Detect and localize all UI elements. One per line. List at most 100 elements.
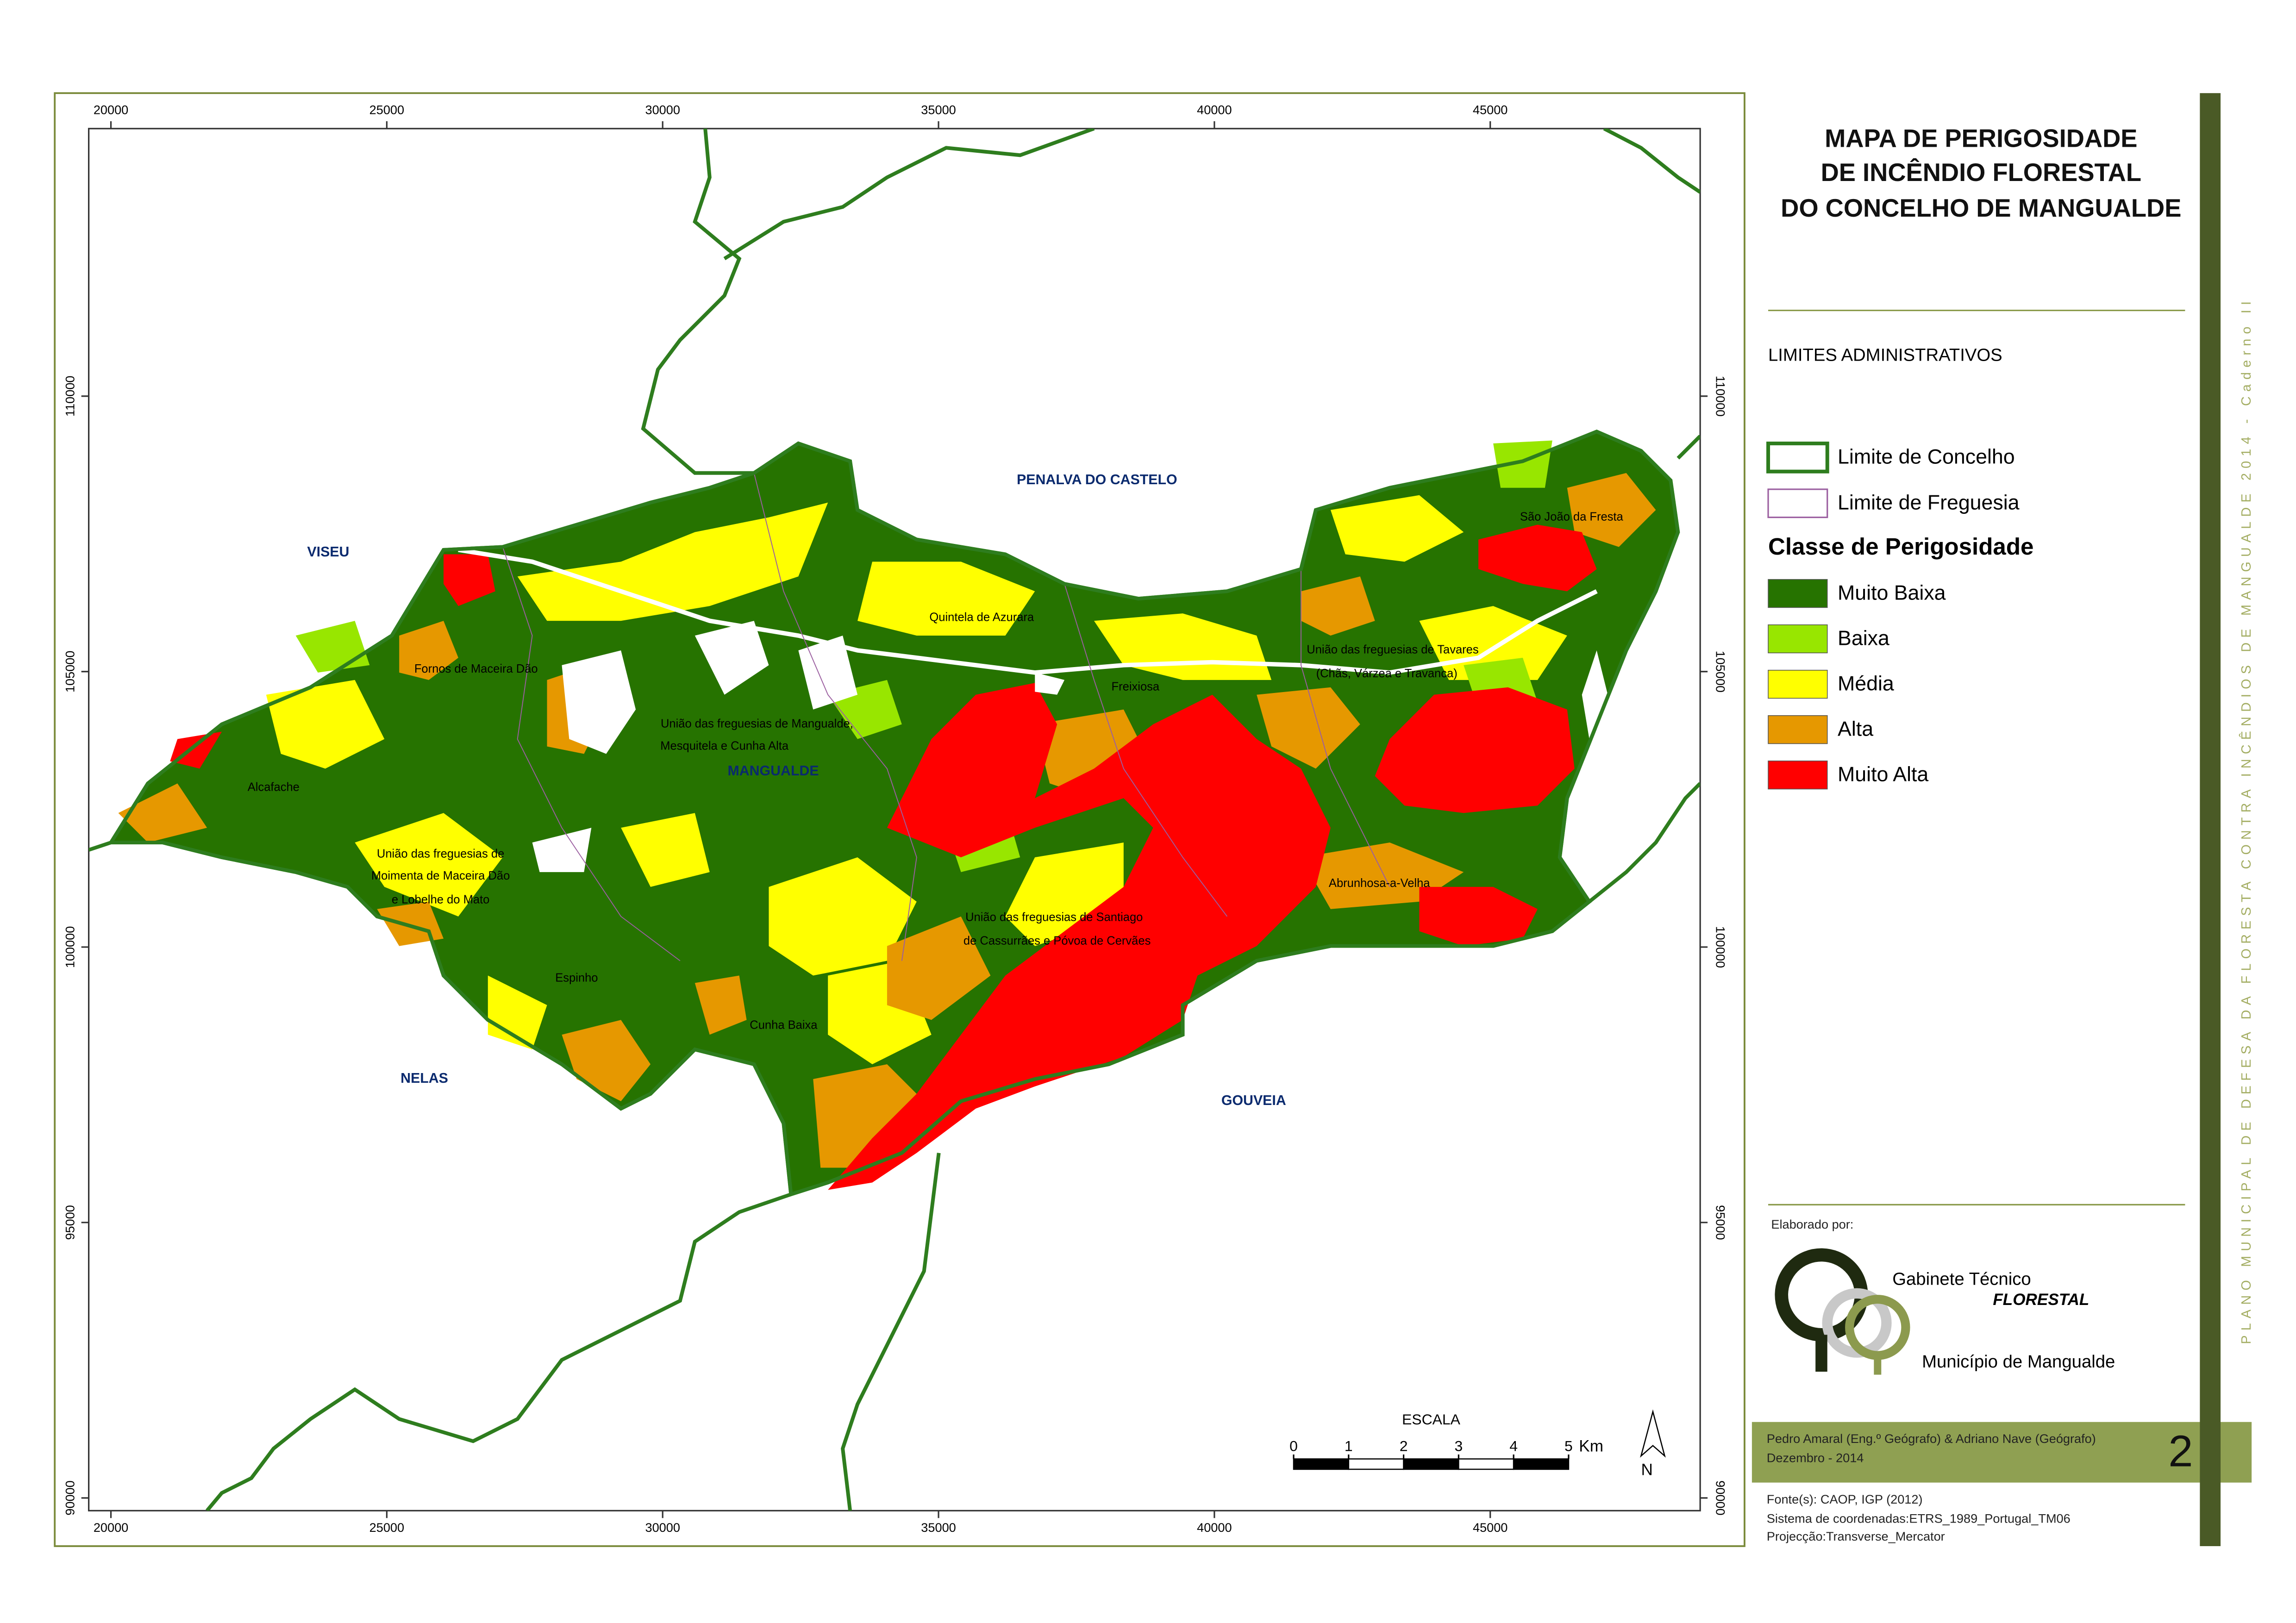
scale-label: 3 [1454,1437,1463,1454]
unclassified-area [1035,672,1065,695]
outer-frame [54,92,1745,1547]
north-arrow [1640,1409,1666,1458]
parish-label: de Cassurrães e Póvoa de Cervães [963,935,1151,948]
scale-segment [1348,1458,1404,1470]
hazard-patch [517,502,828,621]
unclassified-area [532,828,592,872]
side-text: PLANO MUNICIPAL DE DEFESA DA FLORESTA CO… [2239,297,2254,1344]
x-tick-label: 45000 [1473,103,1508,117]
y-tick-label: 90000 [63,1480,77,1515]
legend-label: Limite de Concelho [1838,446,2015,468]
parish-boundary [1301,569,1390,887]
hazard-patch [1493,440,1552,488]
legend-label: Limite de Freguesia [1838,492,2020,514]
x-tick-label: 25000 [369,103,404,117]
municipality-boundary [107,430,1680,1197]
scale-bar: ESCALA Km N 0 1 2 3 4 5 [1289,1409,1666,1479]
parish-label: Quintela de Azurara [929,611,1034,624]
parish-label: União das freguesias de Santiago [965,911,1143,924]
yellow-patches [266,495,1567,1065]
y-tick-label: 90000 [1713,1480,1727,1515]
x-tick-label: 35000 [921,103,956,117]
parish-label: e Lobelhe do Mato [392,893,490,906]
legend-swatch [1768,760,1828,790]
parish-label: (Chãs, Várzea e Travanca) [1316,667,1458,680]
neighbour-boundary [1603,128,1701,194]
y-tick-label: 100000 [1713,926,1727,968]
parish-boundary [502,547,681,961]
parish-label: Moimenta de Maceira Dão [371,869,510,882]
hazard-patch [1375,687,1575,813]
municipality-label: PENALVA DO CASTELO [1017,472,1177,487]
road [458,548,1598,675]
y-tick-label: 95000 [63,1205,77,1240]
parish-boundary [1064,583,1228,917]
parish-label: Mesquitela e Cunha Alta [660,739,789,752]
parish-boundaries [502,473,1390,961]
legend-swatch [1768,715,1828,744]
scale-label: 2 [1400,1437,1408,1454]
title-line: DO CONCELHO DE MANGUALDE [1781,194,2181,222]
map-body: VISEU PENALVA DO CASTELO MANGUALDE NELAS GOU… [88,128,1701,1511]
logo-text: Município de Mangualde [1922,1352,2115,1372]
legend-swatch [1768,579,1828,608]
made-by: Elaborado por: [1771,1217,1853,1231]
title-line: MAPA DE PERIGOSIDADE [1825,125,2137,153]
hazard-patch [170,731,222,769]
neighbour-boundary [841,1153,941,1511]
hazard-patch [266,680,385,769]
credit-bar [1752,1422,2252,1483]
parish-label: União das freguesias de [377,847,504,860]
municipality-label: NELAS [400,1071,448,1086]
parish-label: União das freguesias de Tavares [1307,643,1478,656]
municipality-label: MANGUALDE [727,763,819,779]
y-tick-label: 105000 [63,651,77,693]
hazard-patch [769,857,917,976]
hazard-patch [488,975,547,1050]
parish-label: São João da Fresta [1520,510,1624,523]
x-tick-label: 45000 [1473,1520,1508,1535]
legend-swatch [1767,488,1828,518]
x-tick-label: 20000 [94,1520,128,1535]
hazard-patch [355,813,503,917]
y-tick-label: 110000 [1713,375,1727,416]
x-tick-label: 35000 [921,1520,956,1535]
unclassified-area [798,636,858,710]
hazard-patch [1567,473,1656,547]
neighbour-boundary [88,841,112,852]
crs: Sistema de coordenadas:ETRS_1989_Portuga… [1767,1511,2071,1526]
scale-title: ESCALA [1402,1411,1461,1428]
hazard-patch [1419,886,1538,946]
x-tick-label: 25000 [369,1520,404,1535]
unclassified-area [562,650,636,754]
scale-label: 0 [1289,1437,1298,1454]
logo-text: FLORESTAL [1993,1291,2089,1309]
parish-label: Freixiosa [1112,680,1160,693]
y-tick-label: 105000 [1713,651,1727,693]
scale-segment [1513,1458,1570,1470]
municipality-label: GOUVEIA [1221,1093,1286,1108]
x-tick-label: 20000 [94,103,128,117]
hazard-patch [1330,495,1464,562]
scale-label: 1 [1345,1437,1353,1454]
neighbour-boundary [1677,435,1701,460]
logo [1775,1248,1910,1375]
north-label: N [1641,1461,1652,1479]
x-tick-label: 40000 [1197,103,1232,117]
hazard-patch [1478,524,1597,592]
red-patches [170,524,1597,1190]
x-tick-label: 30000 [645,1520,680,1535]
parish-label: Cunha Baixa [750,1019,818,1032]
legend-label: Média [1838,672,1894,695]
title-line: DE INCÊNDIO FLORESTAL [1821,158,2141,187]
legend-label: Baixa [1838,627,1889,649]
neighbour-boundary [641,128,754,475]
hazard-patch [828,683,1331,1190]
hazard-patch [857,562,1035,636]
place-labels: VISEU PENALVA DO CASTELO MANGUALDE NELAS GOU… [248,472,1624,1108]
side-bar [2200,93,2221,1546]
hazard-patch [118,783,207,843]
neighbour-boundaries [88,128,1701,1511]
scale-label: 5 [1564,1437,1573,1454]
